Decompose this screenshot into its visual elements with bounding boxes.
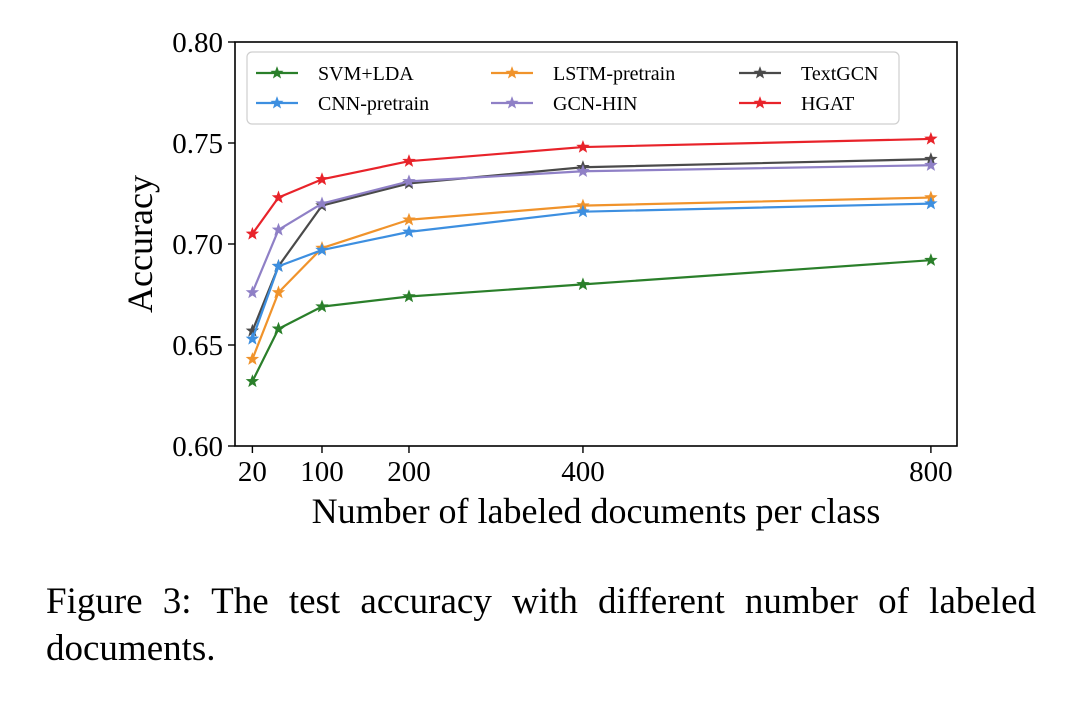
data-point-cnn-pretrain [402, 224, 416, 238]
legend-label-textgcn: TextGCN [801, 63, 878, 85]
data-point-svm-lda [924, 253, 938, 266]
data-point-svm-lda [576, 277, 590, 291]
data-point-svm-lda [315, 299, 329, 313]
data-point-gcn-hin [402, 174, 416, 188]
data-point-lstm-pretrain [402, 212, 416, 226]
data-point-gcn-hin [271, 222, 286, 236]
x-tick-label: 200 [387, 456, 431, 488]
data-point-svm-lda [245, 374, 260, 388]
y-tick-label: 0.65 [172, 330, 223, 362]
data-point-hgat [245, 226, 260, 240]
data-point-lstm-pretrain [271, 285, 286, 299]
data-point-hgat [402, 154, 416, 167]
y-tick-label: 0.60 [172, 431, 223, 463]
legend-marker-cnn-pretrain [270, 96, 284, 109]
data-point-hgat [315, 172, 329, 186]
data-point-gcn-hin [576, 164, 590, 177]
data-point-hgat [924, 131, 938, 145]
data-point-lstm-pretrain [245, 352, 260, 365]
legend-box [246, 51, 900, 125]
y-tick-label: 0.70 [172, 229, 223, 261]
data-point-hgat [576, 139, 590, 153]
legend-label-svm-lda: SVM+LDA [318, 63, 414, 85]
x-axis-label: Number of labeled documents per class [312, 491, 881, 531]
data-point-gcn-hin [924, 158, 938, 171]
figure-caption: Figure 3: The test accuracy with differe… [46, 581, 1036, 669]
series-line-hgat [251, 137, 931, 235]
series-line-svm-lda [251, 259, 931, 382]
x-tick-label: 400 [561, 456, 605, 488]
series-line-cnn-pretrain [251, 202, 931, 340]
data-point-cnn-pretrain [245, 331, 260, 345]
legend-label-lstm-pretrain: LSTM-pretrain [553, 63, 675, 85]
data-point-cnn-pretrain [576, 204, 590, 218]
y-tick-label: 0.75 [172, 128, 223, 160]
x-tick-label: 800 [909, 456, 953, 488]
y-tick-label: 0.80 [172, 27, 223, 59]
data-point-svm-lda [402, 289, 416, 303]
data-point-cnn-pretrain [315, 243, 329, 256]
series-line-gcn-hin [251, 164, 931, 293]
legend-label-cnn-pretrain: CNN-pretrain [318, 93, 429, 115]
data-point-cnn-pretrain [924, 196, 938, 210]
legend-marker-gcn-hin [505, 96, 519, 109]
data-point-svm-lda [271, 321, 286, 335]
series-line-textgcn [251, 158, 931, 332]
legend-marker-lstm-pretrain [505, 66, 519, 79]
data-point-gcn-hin [245, 285, 260, 299]
legend-marker-textgcn [753, 66, 767, 79]
data-point-hgat [271, 190, 286, 204]
legend-marker-hgat [753, 96, 767, 109]
legend-marker-svm-lda [270, 66, 284, 79]
series-line-lstm-pretrain [251, 196, 931, 360]
legend-label-hgat: HGAT [801, 93, 854, 115]
x-tick-label: 20 [238, 456, 267, 488]
legend-label-gcn-hin: GCN-HIN [553, 93, 637, 115]
data-point-cnn-pretrain [271, 259, 286, 272]
y-axis-label: Accuracy [120, 175, 160, 313]
data-point-gcn-hin [315, 196, 329, 210]
x-tick-label: 100 [300, 456, 344, 488]
